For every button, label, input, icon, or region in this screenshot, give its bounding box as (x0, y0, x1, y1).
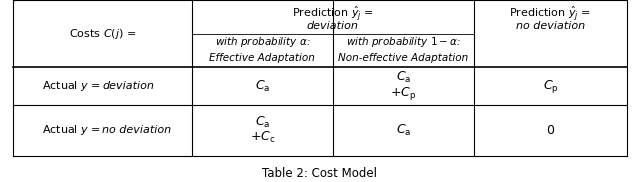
Text: no deviation: no deviation (516, 21, 585, 31)
Text: $C_\mathrm{p}$: $C_\mathrm{p}$ (543, 78, 558, 94)
Text: $C_\mathrm{a}$: $C_\mathrm{a}$ (255, 78, 270, 94)
Text: Prediction $\hat{y}_j$ =: Prediction $\hat{y}_j$ = (509, 5, 591, 23)
Text: Actual $y$ =: Actual $y$ = (42, 79, 102, 93)
Text: $C_\mathrm{a}$: $C_\mathrm{a}$ (396, 123, 411, 138)
Text: Costs $C(j)$ =: Costs $C(j)$ = (68, 27, 136, 41)
Text: $C_\mathrm{a}$: $C_\mathrm{a}$ (255, 115, 270, 130)
Text: deviation: deviation (102, 81, 154, 91)
Text: $C_\mathrm{a}$: $C_\mathrm{a}$ (396, 70, 411, 85)
Text: Non-effective Adaptation: Non-effective Adaptation (338, 52, 468, 62)
Text: Prediction $\hat{y}_j$ =: Prediction $\hat{y}_j$ = (292, 5, 374, 23)
Text: Table 2: Cost Model: Table 2: Cost Model (262, 167, 378, 180)
Text: 0: 0 (547, 124, 554, 137)
Text: Effective Adaptation: Effective Adaptation (209, 52, 316, 62)
Text: Actual $y$ =: Actual $y$ = (42, 123, 102, 137)
Text: with probability $1-\alpha$:: with probability $1-\alpha$: (346, 35, 461, 49)
Text: deviation: deviation (307, 21, 359, 31)
Text: no deviation: no deviation (102, 125, 172, 135)
Text: $+ C_\mathrm{p}$: $+ C_\mathrm{p}$ (390, 85, 416, 102)
Text: with probability $\alpha$:: with probability $\alpha$: (214, 35, 310, 49)
Text: $+ C_\mathrm{c}$: $+ C_\mathrm{c}$ (250, 130, 275, 145)
